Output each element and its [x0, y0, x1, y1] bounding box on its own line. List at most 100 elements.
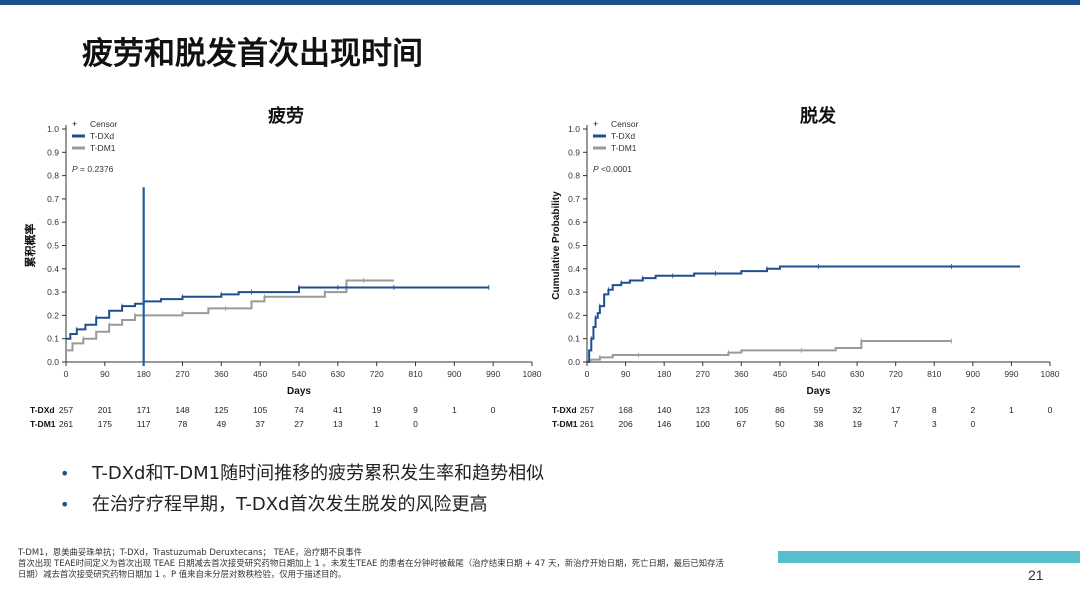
risk-value: 148: [175, 405, 189, 415]
risk-value: 50: [775, 419, 785, 429]
risk-value: 7: [893, 419, 898, 429]
y-tick-label: 1.0: [47, 124, 59, 134]
page-number: 21: [1028, 567, 1044, 583]
y-tick-label: 0.5: [568, 241, 580, 251]
legend-series-label: T-DM1: [90, 143, 116, 153]
x-tick-label: 900: [966, 369, 980, 379]
x-tick-label: 90: [621, 369, 631, 379]
y-tick-label: 0.6: [568, 217, 580, 227]
x-axis-label: Days: [807, 386, 831, 397]
risk-value: 261: [59, 419, 73, 429]
risk-value: 117: [137, 419, 151, 429]
risk-value: 8: [932, 405, 937, 415]
p-value-value: = 0.2376: [78, 164, 114, 174]
p-value-symbol: P: [593, 164, 599, 174]
y-tick-label: 0.8: [47, 171, 59, 181]
risk-value: 206: [618, 419, 632, 429]
risk-value: 257: [59, 405, 73, 415]
risk-value: 201: [98, 405, 112, 415]
p-value-symbol: P: [72, 164, 78, 174]
x-tick-label: 180: [137, 369, 151, 379]
bullet-item: • T-DXd和T-DM1随时间推移的疲劳累积发生率和趋势相似: [58, 458, 544, 489]
y-tick-label: 0.3: [568, 287, 580, 297]
risk-value: 1: [374, 419, 379, 429]
risk-value: 67: [737, 419, 747, 429]
risk-value: 1: [1009, 405, 1014, 415]
y-tick-label: 0.9: [568, 147, 580, 157]
risk-value: 32: [852, 405, 862, 415]
risk-row-label: T-DXd: [30, 405, 55, 415]
y-tick-label: 0.8: [568, 171, 580, 181]
risk-value: 261: [580, 419, 594, 429]
x-tick-label: 1080: [1041, 369, 1060, 379]
legend-series-label: T-DXd: [611, 131, 635, 141]
series-line-t-dxd: [587, 265, 1020, 363]
legend-series-label: T-DM1: [611, 143, 637, 153]
x-tick-label: 720: [370, 369, 384, 379]
y-tick-label: 0.4: [47, 264, 59, 274]
risk-value: 0: [491, 405, 496, 415]
risk-value: 19: [852, 419, 862, 429]
footnote-line: T-DM1，恩美曲妥珠单抗；T-DXd，Trastuzumab Deruxtec…: [18, 547, 362, 557]
y-tick-label: 0.4: [568, 264, 580, 274]
risk-value: 168: [618, 405, 632, 415]
risk-row-label: T-DM1: [30, 419, 56, 429]
risk-value: 0: [413, 419, 418, 429]
x-tick-label: 900: [447, 369, 461, 379]
bullet-text: 在治疗疗程早期，T-DXd首次发生脱发的风险更高: [92, 494, 488, 515]
x-tick-label: 810: [408, 369, 422, 379]
bullet-list: • T-DXd和T-DM1随时间推移的疲劳累积发生率和趋势相似 • 在治疗疗程早期，…: [58, 458, 544, 520]
alopecia-km-chart: 脱发0.00.10.20.30.40.50.60.70.80.91.00 90 18…: [551, 105, 1060, 429]
y-tick-label: 1.0: [568, 124, 580, 134]
risk-value: 13: [333, 419, 343, 429]
y-tick-label: 0.1: [568, 334, 580, 344]
risk-value: 105: [734, 405, 748, 415]
legend-series-label: T-DXd: [90, 131, 114, 141]
risk-value: 49: [217, 419, 227, 429]
risk-value: 19: [372, 405, 382, 415]
y-axis-label: Cumulative Probability: [551, 191, 562, 300]
series-line-t-dm1: [587, 340, 952, 363]
risk-value: 0: [970, 419, 975, 429]
risk-value: 1: [452, 405, 457, 415]
footnote-line: 首次出现 TEAE时间定义为首次出现 TEAE 日期减去首次接受研究药物日期加上…: [18, 558, 724, 568]
bullet-dot-icon: •: [60, 464, 70, 483]
y-tick-label: 0.1: [47, 334, 59, 344]
x-tick-label: 270: [696, 369, 710, 379]
risk-value: 37: [255, 419, 265, 429]
x-tick-label: 540: [292, 369, 306, 379]
x-tick-label: 630: [331, 369, 345, 379]
x-tick-label: 360: [734, 369, 748, 379]
risk-value: 146: [657, 419, 671, 429]
footnotes: T-DM1，恩美曲妥珠单抗；T-DXd，Trastuzumab Deruxtec…: [18, 547, 788, 580]
footnote-line: 日期）减去首次接受研究药物日期加 1 。P 值来自未分层对数秩检验，仅用于描述目…: [18, 569, 347, 579]
risk-value: 41: [333, 405, 343, 415]
x-tick-label: 180: [657, 369, 671, 379]
y-tick-label: 0.3: [47, 287, 59, 297]
x-tick-label: 450: [773, 369, 787, 379]
y-tick-label: 0.0: [568, 357, 580, 367]
risk-value: 38: [814, 419, 824, 429]
x-tick-label: 990: [1004, 369, 1018, 379]
risk-value: 9: [413, 405, 418, 415]
x-tick-label: 90: [100, 369, 110, 379]
x-tick-label: 450: [253, 369, 267, 379]
y-tick-label: 0.6: [47, 217, 59, 227]
risk-value: 3: [932, 419, 937, 429]
chart-title: 脱发: [800, 105, 837, 127]
x-tick-label: 1080: [523, 369, 542, 379]
chart-title: 疲劳: [268, 105, 304, 127]
risk-value: 74: [294, 405, 304, 415]
risk-value: 17: [891, 405, 901, 415]
risk-value: 140: [657, 405, 671, 415]
x-tick-label: 360: [214, 369, 228, 379]
x-tick-label: 0: [64, 369, 69, 379]
x-tick-label: 630: [850, 369, 864, 379]
y-tick-label: 0.9: [47, 147, 59, 157]
y-tick-label: 0.0: [47, 357, 59, 367]
risk-value: 171: [137, 405, 151, 415]
p-value-text: P <0.0001: [593, 164, 632, 174]
x-tick-label: 990: [486, 369, 500, 379]
p-value-text: P = 0.2376: [72, 164, 114, 174]
x-tick-label: 720: [889, 369, 903, 379]
